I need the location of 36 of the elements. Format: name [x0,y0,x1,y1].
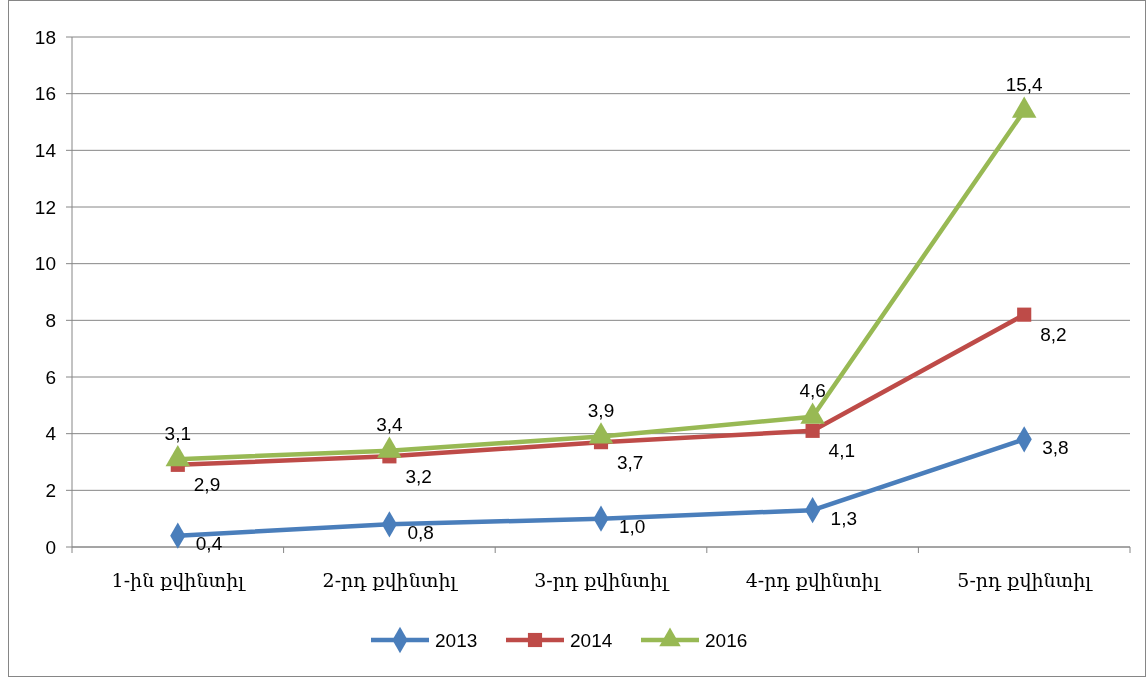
point [1017,307,1032,322]
data-label: 3,4 [376,414,404,436]
data-label: 3,8 [1042,436,1069,458]
point [805,423,820,438]
legend-label: 2013 [435,629,478,651]
y-tick-label: 10 [34,253,56,275]
x-tick-label: 4-րդ քվինտիլ [745,569,882,591]
x-tick-label: 1-ին քվինտիլ [111,569,247,591]
data-label: 3,9 [587,400,615,422]
data-label: 4,1 [828,440,856,462]
y-tick-label: 12 [34,196,56,218]
y-tick-label: 18 [34,26,56,48]
data-label: 15,4 [1005,74,1044,96]
x-tick-label: 2-րդ քվինտիլ [322,569,459,591]
y-tick-label: 2 [45,479,56,501]
data-label: 4,6 [799,380,826,402]
x-tick-label: 5-րդ քվինտիլ [957,569,1094,591]
y-tick-label: 4 [45,423,57,445]
y-tick-label: 14 [34,139,57,161]
data-label: 8,2 [1040,324,1067,346]
data-label: 2,9 [193,474,221,496]
data-label: 3,7 [617,451,644,473]
point [1011,96,1037,118]
data-label: 1,0 [619,516,646,538]
y-tick-label: 16 [34,83,56,105]
data-label: 3,1 [164,422,192,444]
data-label: 0,4 [195,533,223,555]
data-label: 0,8 [407,521,434,543]
data-label: 1,3 [830,507,858,529]
y-tick-label: 0 [45,536,56,558]
legend-label: 2016 [705,629,748,651]
x-tick-label: 3-րդ քվինտիլ [534,569,671,591]
y-tick-label: 6 [45,366,56,388]
legend-label: 2014 [570,629,613,651]
y-tick-label: 8 [45,309,56,331]
data-label: 3,2 [405,465,432,487]
